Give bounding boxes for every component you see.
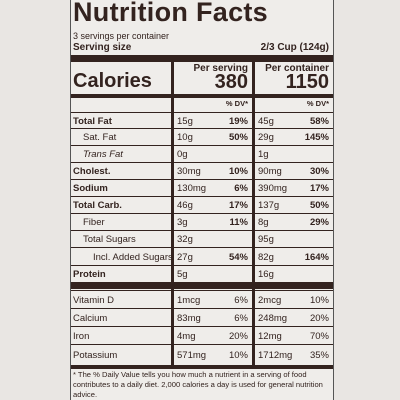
amount: 4mg: [177, 330, 196, 342]
nutrient-row: Protein 5g 16g: [71, 265, 333, 283]
nutrient-row: Total Carb. 46g 17% 137g 50%: [71, 196, 333, 214]
daily-value: 10%: [309, 294, 329, 306]
daily-value: 20%: [309, 312, 329, 324]
amount: 82g: [258, 251, 274, 263]
amount: 3g: [177, 217, 188, 228]
amount: 390mg: [258, 183, 288, 194]
daily-value: 58%: [309, 115, 329, 127]
nutrient-name: Iron: [73, 330, 90, 342]
daily-value: 70%: [309, 330, 329, 342]
amount: 90mg: [258, 166, 282, 177]
daily-value: 6%: [234, 294, 248, 306]
nutrient-row: Fiber 3g 11% 8g 29%: [71, 213, 333, 231]
nutrient-name: Sat. Fat: [83, 132, 117, 143]
amount: 5g: [177, 269, 188, 280]
nutrient-name: Total Carb.: [73, 200, 122, 211]
nutrient-row: Sat. Fat 10g 50% 29g 145%: [71, 128, 333, 146]
amount: 2mcg: [258, 294, 282, 306]
nutrient-name: Total Fat: [73, 115, 112, 127]
nutrient-name: Incl. Added Sugars: [93, 251, 173, 263]
nutrient-row: Trans Fat 0g 1g: [71, 145, 333, 163]
daily-value: 17%: [309, 183, 329, 194]
amount: 1g: [258, 149, 269, 160]
daily-value: 35%: [309, 350, 329, 361]
nutrient-name: Trans Fat: [83, 149, 123, 160]
title: Nutrition Facts: [73, 0, 269, 27]
daily-value: 145%: [304, 132, 329, 143]
nutrient-name: Sodium: [73, 183, 108, 194]
nutrient-name: Fiber: [83, 217, 105, 228]
calories-label: Calories: [73, 70, 152, 92]
daily-value: 50%: [228, 132, 248, 143]
daily-value: 50%: [309, 200, 329, 211]
thick-rule: [71, 282, 333, 289]
dv-header: % DV*: [225, 99, 248, 108]
amount: 248mg: [258, 312, 288, 324]
nutrient-row: Vitamin D 1mcg 6% 2mcg 10%: [71, 290, 333, 309]
daily-value: 17%: [228, 200, 248, 211]
daily-value: 54%: [228, 251, 248, 263]
daily-value: 6%: [234, 183, 248, 194]
amount: 15g: [177, 115, 193, 127]
amount: 0g: [177, 149, 188, 160]
calories-container: 1150: [285, 71, 329, 93]
nutrient-name: Calcium: [73, 312, 108, 324]
nutrient-name: Cholest.: [73, 166, 111, 177]
amount: 1mcg: [177, 294, 201, 306]
daily-value: 10%: [228, 350, 248, 361]
dv-header: % DV*: [306, 99, 329, 108]
amount: 32g: [177, 234, 193, 245]
daily-value: 30%: [309, 166, 329, 177]
daily-value: 11%: [229, 217, 249, 228]
amount: 10g: [177, 132, 193, 143]
nutrient-row: Total Sugars 32g 95g: [71, 230, 333, 248]
daily-value: 20%: [228, 330, 248, 342]
amount: 16g: [258, 269, 274, 280]
amount: 95g: [258, 234, 274, 245]
nutrient-row: Incl. Added Sugars 27g 54% 82g 164%: [71, 247, 333, 266]
daily-value: 6%: [234, 312, 248, 324]
serving-size-label: Serving size: [73, 42, 132, 53]
amount: 8g: [258, 217, 269, 228]
nutrient-name: Total Sugars: [83, 234, 136, 245]
per-container-header: Per container: [265, 63, 329, 74]
nutrient-name: Potassium: [73, 350, 118, 361]
serving-size: 2/3 Cup (124g): [260, 42, 329, 53]
nutrient-name: Protein: [73, 269, 106, 280]
thick-rule: [71, 94, 333, 98]
amount: 12mg: [258, 330, 282, 342]
amount: 46g: [177, 200, 193, 211]
nutrient-row: Iron 4mg 20% 12mg 70%: [71, 326, 333, 345]
per-serving-header: Per serving: [193, 63, 248, 74]
amount: 130mg: [177, 183, 207, 194]
nutrient-row: Calcium 83mg 6% 248mg 20%: [71, 308, 333, 327]
footnote: * The % Daily Value tells you how much a…: [73, 370, 323, 399]
amount: 45g: [258, 115, 274, 127]
servings: 3 servings per container: [73, 31, 170, 41]
thick-rule: [71, 365, 333, 369]
amount: 30mg: [177, 166, 201, 177]
thick-rule: [71, 55, 333, 62]
amount: 83mg: [177, 312, 201, 324]
daily-value: 29%: [309, 217, 329, 228]
daily-value: 164%: [304, 251, 329, 263]
amount: 29g: [258, 132, 274, 143]
column-rule: [252, 62, 255, 368]
amount: 137g: [258, 200, 280, 211]
nutrient-name: Vitamin D: [73, 294, 115, 306]
amount: 27g: [177, 251, 193, 263]
nutrition-label: Nutrition Facts 3 servings per container…: [70, 0, 334, 400]
daily-value: 19%: [228, 115, 248, 127]
column-rule: [171, 62, 174, 368]
nutrient-row: Cholest. 30mg 10% 90mg 30%: [71, 162, 333, 180]
calories-serving: 380: [214, 71, 248, 93]
nutrient-row: Total Fat 15g 19% 45g 58%: [71, 112, 333, 129]
nutrient-row: Sodium 130mg 6% 390mg 17%: [71, 179, 333, 197]
amount: 1712mg: [258, 350, 293, 361]
nutrient-row: Potassium 571mg 10% 1712mg 35%: [71, 344, 333, 366]
daily-value: 10%: [228, 166, 248, 177]
amount: 571mg: [177, 350, 207, 361]
